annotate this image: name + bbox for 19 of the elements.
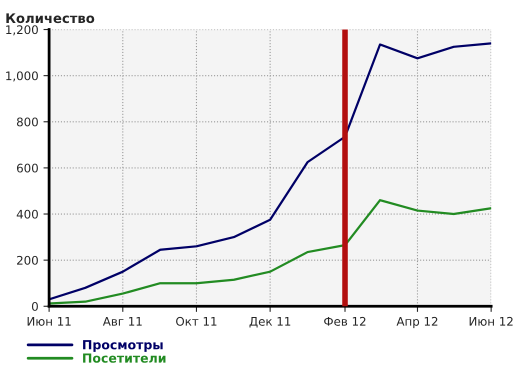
- legend-label: Посетители: [83, 353, 166, 363]
- x-tick-label: Окт 11: [176, 316, 216, 326]
- chart-title: Количество: [6, 13, 94, 24]
- y-tick-label: 800: [16, 117, 38, 126]
- line-series: [49, 199, 492, 305]
- x-tick-label: Июн 12: [470, 316, 513, 326]
- y-tick-label: 1,000: [6, 71, 38, 82]
- y-tick-label: 0: [32, 302, 38, 311]
- x-tick-label: Авг 11: [102, 317, 142, 326]
- y-tick-label: 1,200: [6, 25, 38, 36]
- y-tick-label: 600: [16, 164, 38, 173]
- x-tick-label: Фев 12: [324, 316, 366, 326]
- legend-label: Просмотры: [83, 340, 163, 352]
- x-tick-label: Июн 11: [28, 317, 71, 326]
- y-tick-label: 400: [16, 210, 38, 219]
- line-series: [49, 42, 492, 300]
- x-tick-label: Апр 12: [396, 316, 438, 328]
- y-tick-label: 200: [17, 256, 38, 265]
- x-tick-label: Дек 11: [250, 317, 290, 328]
